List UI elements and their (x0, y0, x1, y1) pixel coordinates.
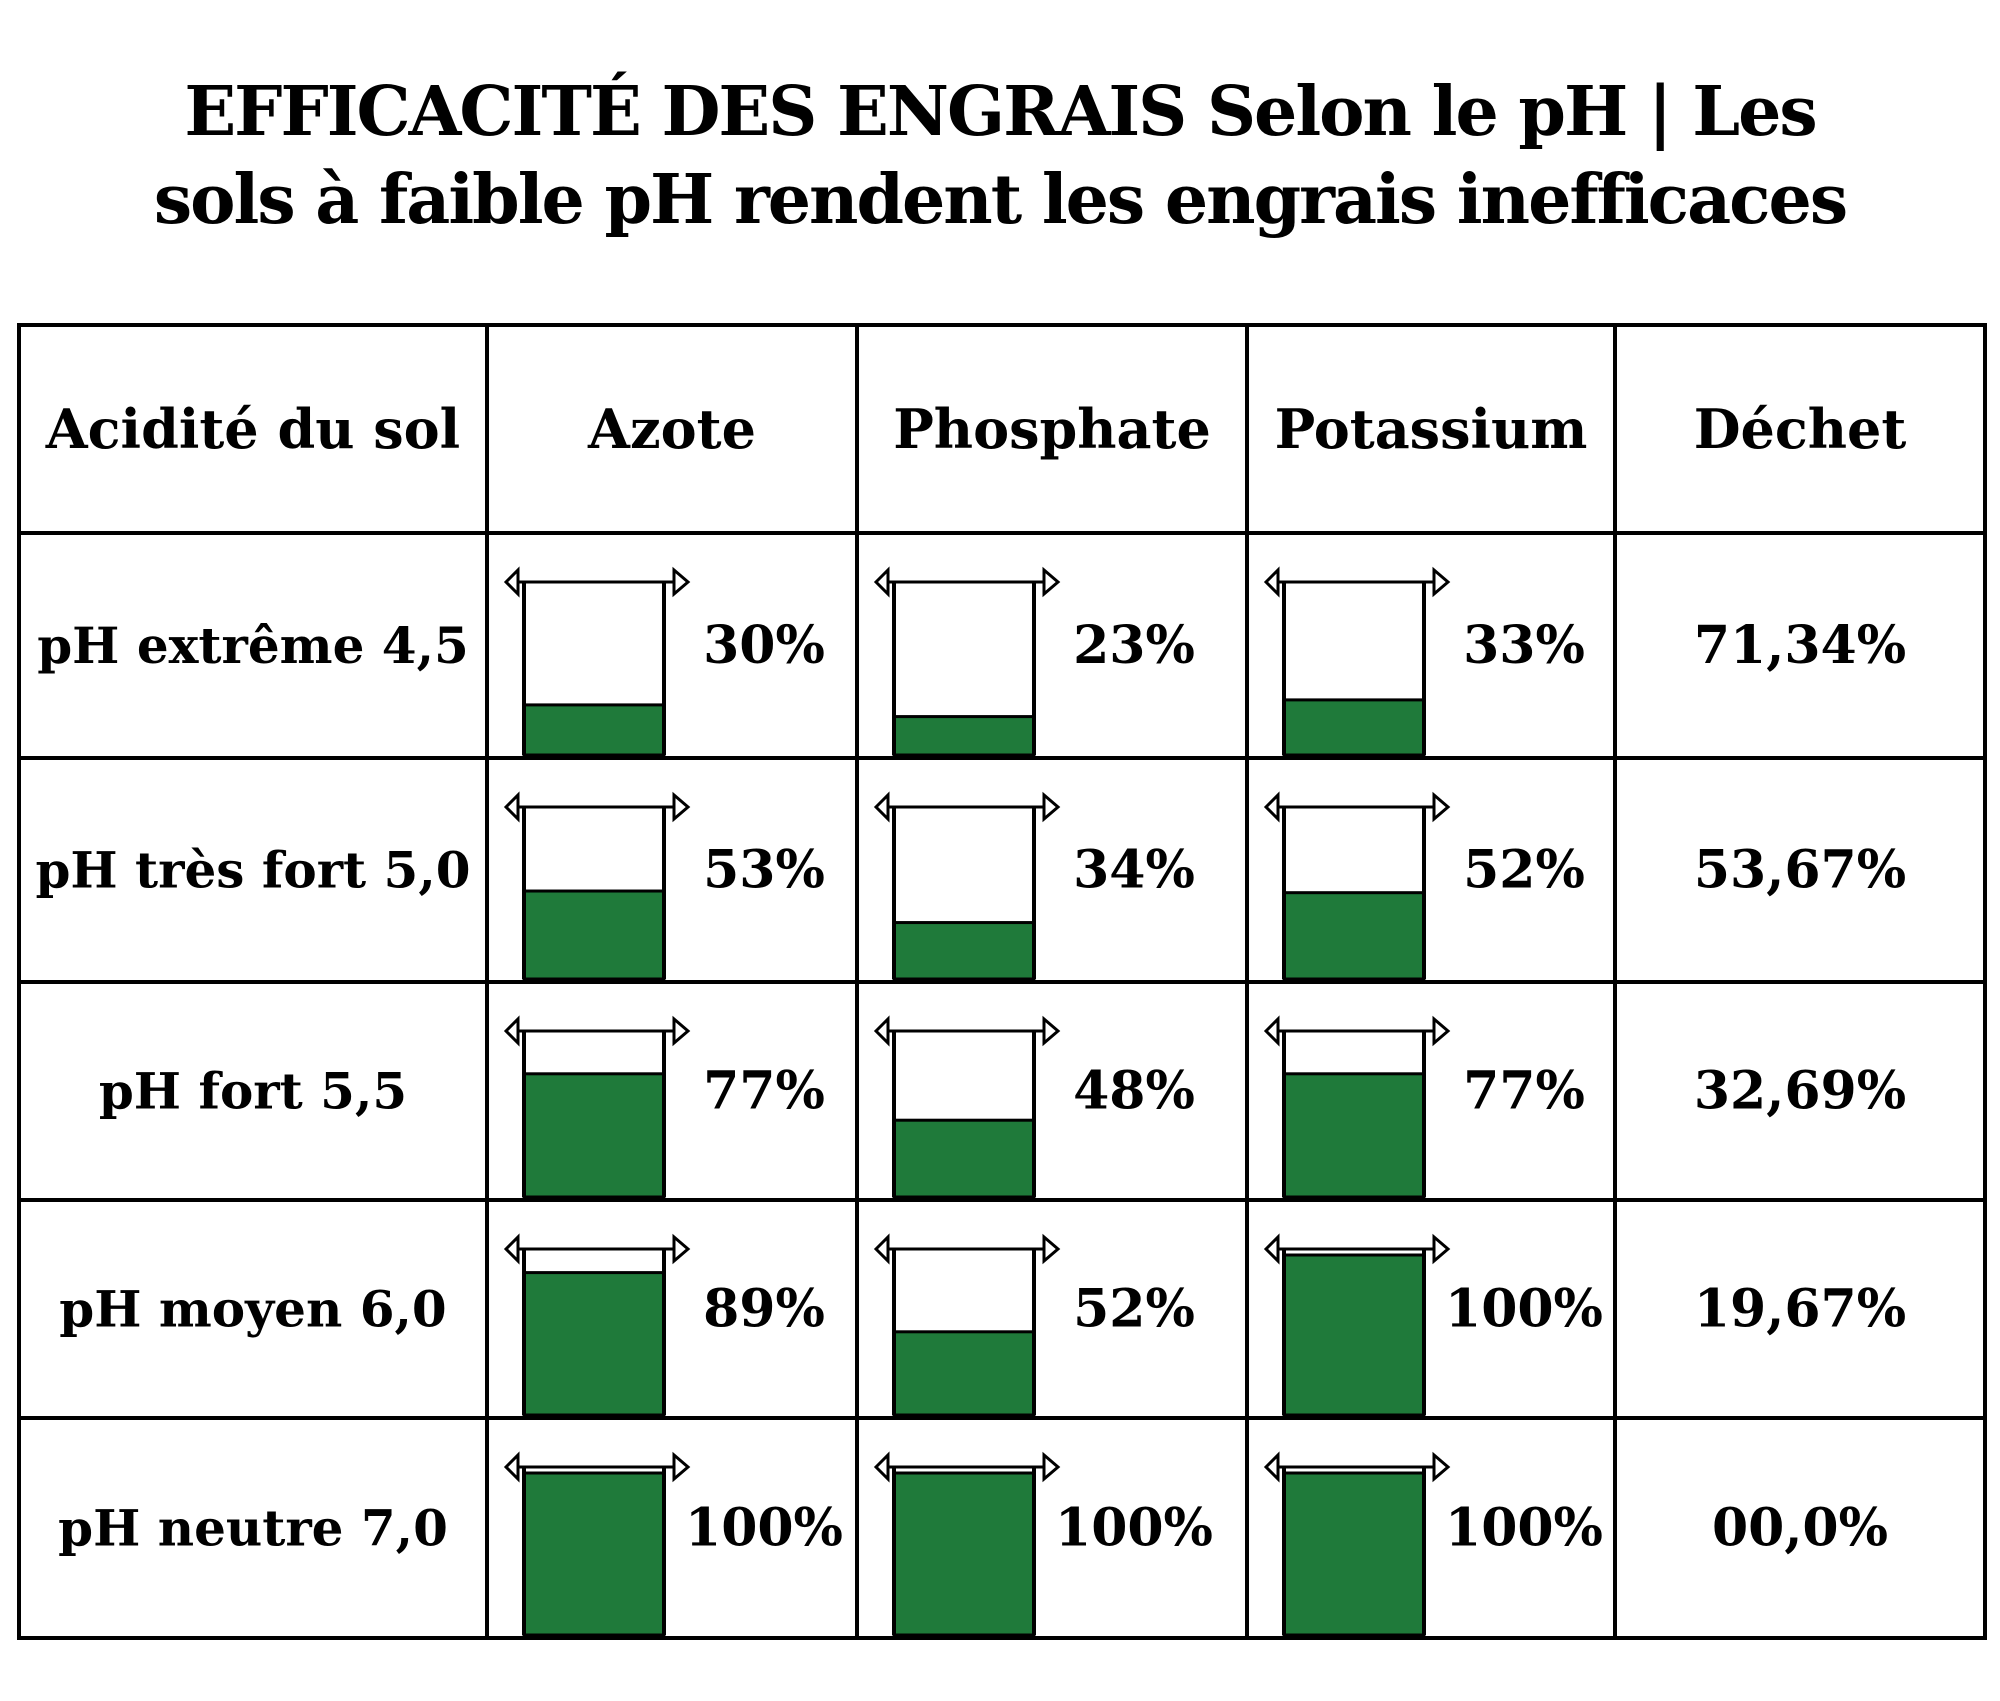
gauge-right-arrow-icon (672, 1015, 691, 1047)
gauge-left-arrow-icon (1263, 1233, 1280, 1265)
header-dechet: Déchet (1694, 397, 1907, 461)
potassium-value-label: 100% (1445, 1279, 1603, 1340)
phosphate-bar (892, 1118, 1036, 1199)
azote-bar (522, 1271, 666, 1417)
phosphate-bar (892, 1471, 1036, 1637)
phosphate-value-label: 23% (1073, 615, 1195, 676)
chart-title: EFFICACITÉ DES ENGRAIS Selon le pH | Les… (0, 68, 2000, 244)
row-label: pH très fort 5,0 (35, 841, 470, 900)
phosphate-bar (892, 1330, 1036, 1417)
gauge-left-arrow-icon (873, 1015, 890, 1047)
phosphate-bar (892, 715, 1036, 757)
gauge-left-arrow-icon (873, 566, 890, 598)
dechet-value: 00,0% (1712, 1498, 1888, 1559)
gauge-right-arrow-icon (1042, 1451, 1061, 1483)
azote-value-label: 89% (703, 1279, 825, 1340)
gauge-left-arrow-icon (1263, 791, 1280, 823)
gauge-right-arrow-icon (1042, 566, 1061, 598)
azote-bar (522, 703, 666, 757)
gauge-left-arrow-icon (1263, 1015, 1280, 1047)
potassium-bar (1282, 698, 1426, 757)
header-potassium: Potassium (1275, 397, 1588, 461)
gauge-left-arrow-icon (503, 1233, 520, 1265)
gauge-right-arrow-icon (1432, 1233, 1451, 1265)
gauge-left-arrow-icon (873, 1451, 890, 1483)
chart-title-line-2: sols à faible pH rendent les engrais ine… (153, 160, 1848, 240)
gauge-left-arrow-icon (503, 566, 520, 598)
header-phosphate: Phosphate (893, 397, 1211, 461)
gauge-right-arrow-icon (1432, 1015, 1451, 1047)
potassium-value-label: 33% (1463, 615, 1585, 676)
gauge-right-arrow-icon (1042, 1233, 1061, 1265)
potassium-bar (1282, 1471, 1426, 1637)
azote-value-label: 77% (703, 1061, 825, 1122)
gauge-right-arrow-icon (672, 791, 691, 823)
azote-value-label: 30% (703, 615, 825, 676)
gauge-left-arrow-icon (1263, 566, 1280, 598)
row-label: pH extrême 4,5 (37, 616, 469, 675)
potassium-bar (1282, 1072, 1426, 1199)
potassium-bar (1282, 1253, 1426, 1417)
gauge-right-arrow-icon (1432, 1451, 1451, 1483)
phosphate-value-label: 52% (1073, 1279, 1195, 1340)
gauge-right-arrow-icon (1042, 791, 1061, 823)
chart-title-line-1: EFFICACITÉ DES ENGRAIS Selon le pH | Les (184, 72, 1817, 152)
potassium-value-label: 52% (1463, 840, 1585, 901)
gauge-left-arrow-icon (873, 1233, 890, 1265)
gauge-right-arrow-icon (672, 1233, 691, 1265)
gauge-left-arrow-icon (503, 1015, 520, 1047)
gauge-right-arrow-icon (1042, 1015, 1061, 1047)
phosphate-bar (892, 921, 1036, 981)
gauge-right-arrow-icon (672, 1451, 691, 1483)
row-label: pH moyen 6,0 (59, 1280, 446, 1339)
row-label: pH neutre 7,0 (58, 1499, 448, 1558)
dechet-value: 32,69% (1694, 1061, 1906, 1122)
row-label: pH fort 5,5 (99, 1062, 407, 1121)
azote-bar (522, 1471, 666, 1637)
gauge-right-arrow-icon (1432, 566, 1451, 598)
phosphate-value-label: 100% (1055, 1498, 1213, 1559)
gauge-right-arrow-icon (672, 566, 691, 598)
phosphate-value-label: 48% (1073, 1061, 1195, 1122)
phosphate-value-label: 34% (1073, 840, 1195, 901)
gauge-left-arrow-icon (1263, 1451, 1280, 1483)
gauge-left-arrow-icon (873, 791, 890, 823)
potassium-value-label: 100% (1445, 1498, 1603, 1559)
potassium-value-label: 77% (1463, 1061, 1585, 1122)
header-soil-acidity: Acidité du sol (45, 397, 460, 461)
azote-bar (522, 889, 666, 981)
gauge-right-arrow-icon (1432, 791, 1451, 823)
potassium-bar (1282, 891, 1426, 981)
dechet-value: 19,67% (1694, 1279, 1906, 1340)
gauge-left-arrow-icon (503, 791, 520, 823)
azote-value-label: 53% (703, 840, 825, 901)
gauge-left-arrow-icon (503, 1451, 520, 1483)
header-azote: Azote (587, 397, 756, 461)
azote-bar (522, 1072, 666, 1199)
dechet-value: 53,67% (1694, 840, 1906, 901)
dechet-value: 71,34% (1694, 615, 1906, 676)
azote-value-label: 100% (685, 1498, 843, 1559)
